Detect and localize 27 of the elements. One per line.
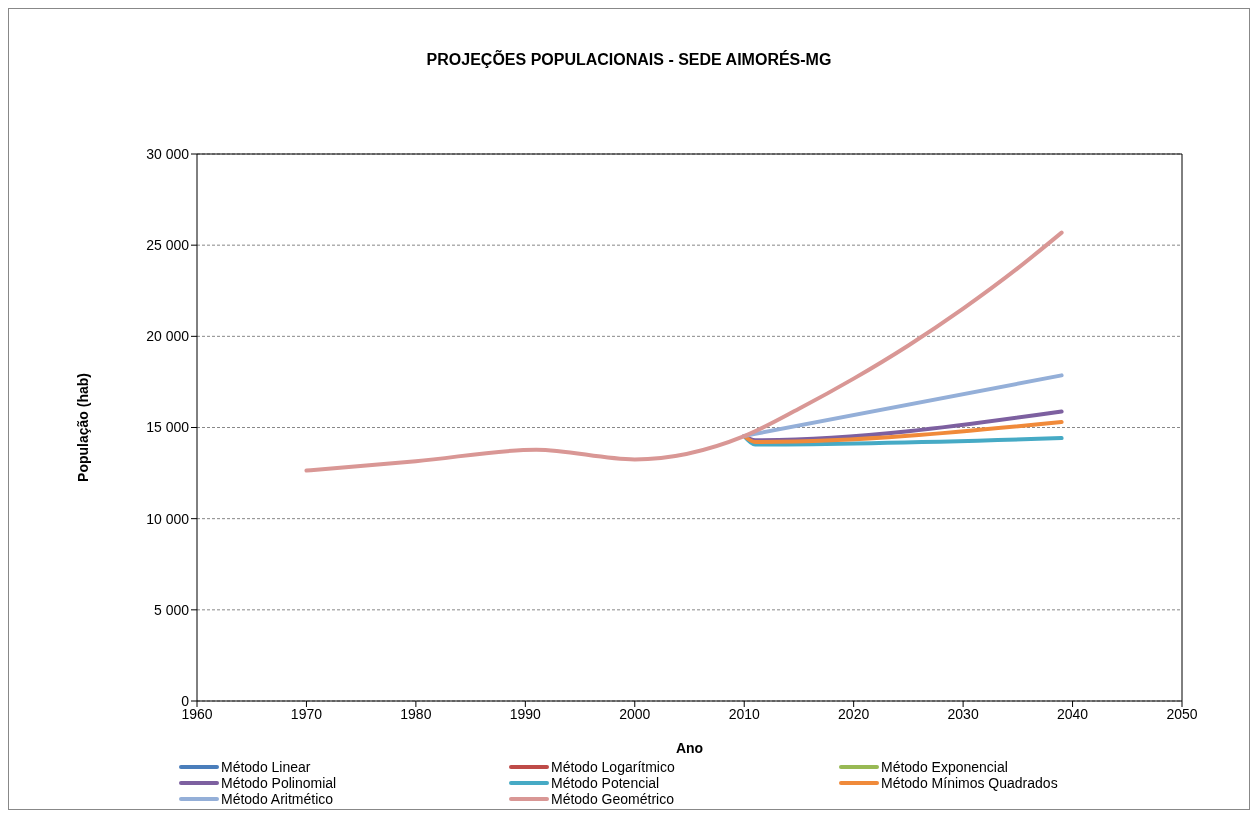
legend-label: Método Potencial [551, 775, 660, 791]
y-tick-label: 20 000 [146, 328, 190, 345]
legend-label: Método Exponencial [881, 759, 1008, 775]
y-tick-label: 15 000 [146, 419, 190, 436]
legend-label: Método Polinomial [221, 775, 337, 791]
y-axis-title: População (hab) [74, 373, 91, 482]
x-tick-label: 2000 [619, 705, 651, 722]
x-tick-label: 1970 [290, 705, 323, 722]
x-axis-title: Ano [675, 740, 704, 756]
x-tick-label: 2040 [1056, 705, 1089, 722]
y-tick-label: 5 000 [153, 601, 190, 618]
x-tick-label: 2050 [1166, 705, 1198, 722]
y-tick-label: 30 000 [146, 145, 190, 162]
x-tick-label: 1980 [400, 705, 432, 722]
x-tick-label: 2010 [728, 705, 760, 722]
legend-label: Método Linear [221, 759, 311, 775]
x-tick-label: 2020 [838, 705, 870, 722]
legend-label: Método Mínimos Quadrados [881, 775, 1058, 791]
legend-label: Método Geométrico [551, 791, 674, 807]
legend-label: Método Logarítmico [551, 759, 675, 775]
y-tick-label: 25 000 [146, 237, 190, 254]
chart-title: PROJEÇÕES POPULACIONAIS - SEDE AIMORÉS-MG [425, 51, 833, 69]
legend-label: Método Aritmético [221, 791, 334, 807]
y-tick-label: 10 000 [146, 510, 190, 527]
x-tick-label: 2030 [947, 705, 979, 722]
line-series [304, 230, 1064, 473]
x-tick-label: 1990 [509, 705, 542, 722]
